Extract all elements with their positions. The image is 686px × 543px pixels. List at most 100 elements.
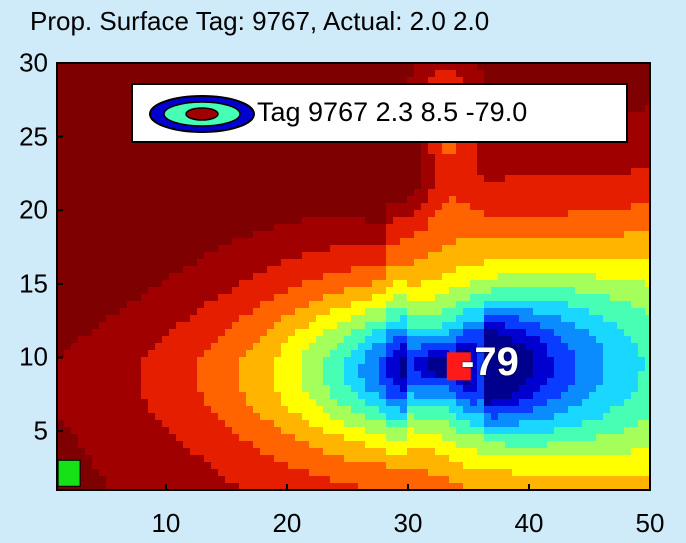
contour-cell — [575, 231, 583, 239]
contour-cell — [505, 147, 513, 155]
contour-cell — [435, 315, 443, 323]
contour-cell — [323, 294, 331, 302]
contour-cell — [99, 315, 107, 323]
contour-cell — [610, 280, 618, 288]
contour-cell — [491, 329, 499, 337]
contour-cell — [505, 434, 513, 442]
contour-cell — [547, 189, 555, 197]
contour-cell — [127, 392, 135, 400]
contour-cell — [449, 266, 457, 274]
contour-cell — [575, 252, 583, 260]
contour-cell — [407, 329, 415, 337]
contour-cell — [225, 161, 233, 169]
contour-cell — [148, 420, 156, 428]
contour-cell — [211, 210, 219, 218]
contour-cell — [309, 287, 317, 295]
contour-cell — [603, 231, 611, 239]
contour-cell — [547, 203, 555, 211]
contour-cell — [505, 161, 513, 169]
contour-cell — [99, 231, 107, 239]
contour-cell — [260, 203, 268, 211]
contour-cell — [540, 476, 548, 484]
contour-cell — [428, 364, 436, 372]
contour-cell — [428, 392, 436, 400]
contour-cell — [358, 210, 366, 218]
contour-cell — [344, 385, 352, 393]
contour-cell — [162, 329, 170, 337]
contour-cell — [491, 238, 499, 246]
contour-cell — [260, 161, 268, 169]
contour-cell — [99, 154, 107, 162]
contour-cell — [624, 308, 632, 316]
contour-cell — [225, 217, 233, 225]
contour-cell — [246, 420, 254, 428]
contour-cell — [232, 434, 240, 442]
contour-cell — [337, 224, 345, 232]
contour-cell — [596, 259, 604, 267]
contour-cell — [274, 259, 282, 267]
contour-cell — [582, 406, 590, 414]
contour-cell — [414, 357, 422, 365]
contour-cell — [379, 364, 387, 372]
contour-cell — [99, 119, 107, 127]
contour-cell — [281, 280, 289, 288]
contour-cell — [442, 266, 450, 274]
contour-cell — [239, 336, 247, 344]
contour-cell — [491, 455, 499, 463]
contour-cell — [533, 224, 541, 232]
contour-cell — [176, 448, 184, 456]
contour-cell — [134, 63, 142, 71]
contour-cell — [428, 308, 436, 316]
contour-cell — [134, 70, 142, 78]
contour-cell — [218, 231, 226, 239]
contour-cell — [393, 266, 401, 274]
contour-cell — [505, 371, 513, 379]
contour-cell — [246, 322, 254, 330]
contour-cell — [575, 217, 583, 225]
contour-cell — [470, 392, 478, 400]
contour-cell — [71, 455, 79, 463]
contour-cell — [463, 469, 471, 477]
contour-cell — [533, 392, 541, 400]
contour-cell — [393, 77, 401, 85]
contour-cell — [568, 476, 576, 484]
contour-cell — [134, 231, 142, 239]
contour-cell — [316, 189, 324, 197]
contour-cell — [176, 483, 184, 490]
contour-cell — [316, 287, 324, 295]
contour-cell — [540, 392, 548, 400]
contour-cell — [442, 476, 450, 484]
contour-cell — [617, 245, 625, 253]
contour-cell — [281, 210, 289, 218]
contour-cell — [491, 427, 499, 435]
contour-cell — [442, 350, 450, 358]
contour-cell — [78, 315, 86, 323]
contour-cell — [533, 441, 541, 449]
contour-cell — [113, 378, 121, 386]
contour-cell — [575, 280, 583, 288]
contour-cell — [78, 105, 86, 113]
contour-cell — [610, 217, 618, 225]
contour-cell — [78, 294, 86, 302]
contour-cell — [358, 245, 366, 253]
contour-cell — [414, 350, 422, 358]
contour-cell — [456, 189, 464, 197]
contour-cell — [309, 189, 317, 197]
contour-cell — [498, 406, 506, 414]
contour-cell — [498, 63, 506, 71]
contour-cell — [197, 301, 205, 309]
contour-cell — [281, 315, 289, 323]
contour-cell — [176, 259, 184, 267]
contour-cell — [449, 168, 457, 176]
contour-cell — [330, 462, 338, 470]
contour-cell — [477, 154, 485, 162]
contour-cell — [64, 112, 72, 120]
contour-cell — [540, 371, 548, 379]
contour-cell — [183, 280, 191, 288]
contour-cell — [484, 308, 492, 316]
contour-cell — [554, 364, 562, 372]
contour-cell — [106, 434, 114, 442]
contour-cell — [232, 329, 240, 337]
contour-cell — [582, 343, 590, 351]
